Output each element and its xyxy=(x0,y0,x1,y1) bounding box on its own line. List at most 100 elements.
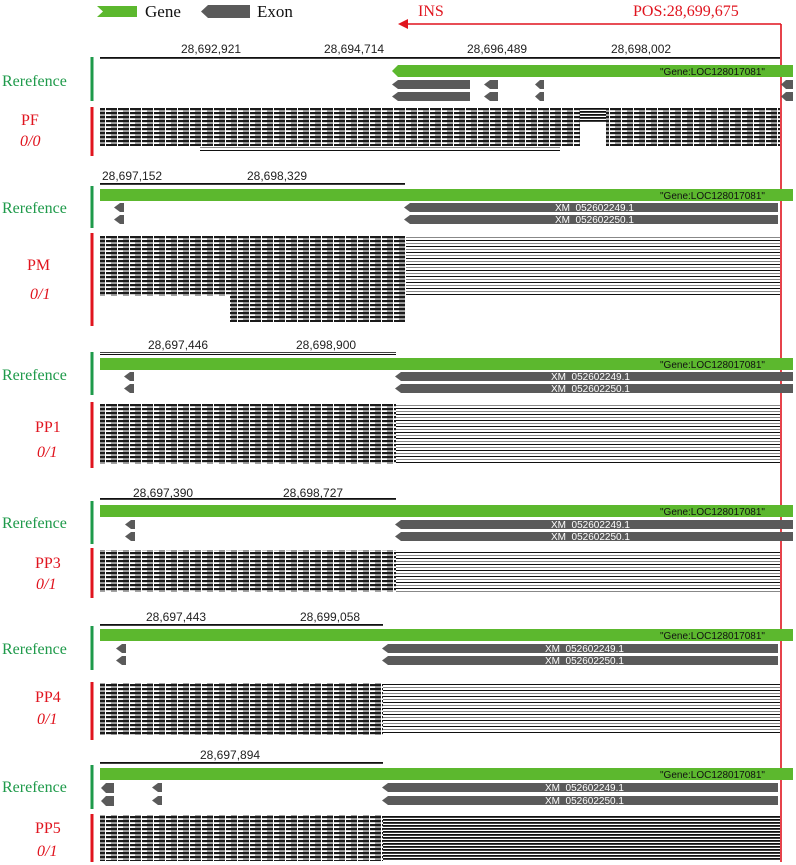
gene-track xyxy=(100,189,793,201)
exon-block xyxy=(116,644,126,653)
pos-label: POS:28,699,675 xyxy=(633,3,739,20)
tick-label: 28,697,390 xyxy=(133,486,193,500)
ruler-bar xyxy=(100,57,780,60)
exon-block xyxy=(382,656,778,665)
reads-block xyxy=(406,236,780,296)
gene-label: "Gene:LOC128017081" xyxy=(660,67,765,78)
gene-track xyxy=(100,505,793,517)
insertion-marker: INS POS:28,699,675 xyxy=(398,3,782,862)
exon-block xyxy=(116,656,126,665)
genotype: 0/1 xyxy=(37,843,57,860)
ruler-bar xyxy=(100,352,396,355)
ruler-bar xyxy=(100,623,383,626)
legend: Gene Exon xyxy=(97,2,293,21)
exon-block xyxy=(395,372,793,381)
genotype: 0/1 xyxy=(37,444,57,461)
panel-pp3: 28,697,390 28,698,727 Rerefence "Gene:LO… xyxy=(2,486,793,598)
tick-label: 28,698,329 xyxy=(247,169,307,183)
tick-label: 28,697,152 xyxy=(102,169,162,183)
tick-label: 28,697,443 xyxy=(146,610,206,624)
tick-label: 28,698,900 xyxy=(296,338,356,352)
gene-legend-icon xyxy=(97,6,137,17)
panel-pf: 28,692,921 28,694,714 28,696,489 28,698,… xyxy=(2,42,793,156)
legend-exon-label: Exon xyxy=(257,2,293,21)
sample-name: PF xyxy=(21,112,39,129)
exon-block xyxy=(114,215,124,224)
gene-track xyxy=(100,629,793,641)
reads-block xyxy=(383,815,780,861)
exon-block xyxy=(781,92,793,101)
exon-block xyxy=(124,384,134,393)
sample-name: PP4 xyxy=(35,689,61,706)
exon-block xyxy=(392,92,470,101)
reads-block xyxy=(100,108,580,146)
genotype: 0/1 xyxy=(37,711,57,728)
exon-block xyxy=(392,80,470,89)
genotype: 0/0 xyxy=(20,133,40,150)
reference-label: Rerefence xyxy=(2,779,67,796)
exon-block xyxy=(484,92,498,101)
exon-block xyxy=(114,203,124,212)
reads-block xyxy=(200,146,560,152)
ins-label: INS xyxy=(418,3,444,20)
exon-block xyxy=(382,796,778,805)
exon-block xyxy=(781,80,793,89)
exon-block xyxy=(404,215,778,224)
tick-label: 28,698,727 xyxy=(283,486,343,500)
tick-label: 28,697,894 xyxy=(200,748,260,762)
exon-block xyxy=(382,783,778,792)
ins-arrow-head xyxy=(398,19,408,29)
reads-block xyxy=(100,550,396,592)
exon-block xyxy=(124,372,134,381)
reads-block xyxy=(606,108,780,146)
panel-pp4: 28,697,443 28,699,058 Rerefence "Gene:LO… xyxy=(2,610,793,740)
transcript-label: XM_052602250.1 xyxy=(551,532,630,543)
exon-block xyxy=(152,783,162,792)
transcript-label: XM_052602250.1 xyxy=(545,656,624,667)
exon-block xyxy=(395,520,793,529)
legend-gene-label: Gene xyxy=(145,2,181,21)
reads-block xyxy=(100,404,396,464)
reads-block xyxy=(396,404,780,464)
exon-block xyxy=(125,532,135,541)
gene-track xyxy=(100,358,793,370)
gene-label: "Gene:LOC128017081" xyxy=(660,631,765,642)
ruler-bar xyxy=(100,498,396,501)
transcript-label: XM_052602250.1 xyxy=(545,796,624,807)
panel-pm: 28,697,152 28,698,329 Rerefence "Gene:LO… xyxy=(2,169,793,326)
exon-block xyxy=(101,796,114,806)
gene-label: "Gene:LOC128017081" xyxy=(660,360,765,371)
reads-block xyxy=(396,550,780,592)
panel-pp1: 28,697,446 28,698,900 Rerefence "Gene:LO… xyxy=(2,338,793,468)
reference-label: Rerefence xyxy=(2,515,67,532)
sample-name: PP3 xyxy=(35,555,61,572)
exon-block xyxy=(101,783,114,793)
exon-legend-icon xyxy=(201,5,250,18)
panel-pp5: 28,697,894 Rerefence "Gene:LOC128017081"… xyxy=(2,748,793,862)
exon-block xyxy=(152,796,162,805)
exon-block xyxy=(395,384,793,393)
transcript-label: XM_052602250.1 xyxy=(555,215,634,226)
reads-block xyxy=(100,683,383,735)
genotype: 0/1 xyxy=(30,286,50,303)
reads-block xyxy=(230,296,406,322)
transcript-label: XM_052602249.1 xyxy=(545,783,624,794)
gene-label: "Gene:LOC128017081" xyxy=(660,770,765,781)
reads-block xyxy=(383,683,780,735)
tick-label: 28,694,714 xyxy=(324,42,384,56)
gene-track xyxy=(100,768,793,780)
sample-name: PP1 xyxy=(35,419,61,436)
transcript-label: XM_052602249.1 xyxy=(545,644,624,655)
tick-label: 28,696,489 xyxy=(467,42,527,56)
ruler-bar xyxy=(100,183,405,186)
transcript-label: XM_052602249.1 xyxy=(551,372,630,383)
reads-block xyxy=(100,815,383,861)
exon-block xyxy=(382,644,778,653)
sample-name: PM xyxy=(27,257,50,274)
tick-label: 28,692,921 xyxy=(181,42,241,56)
transcript-label: XM_052602249.1 xyxy=(551,520,630,531)
exon-block xyxy=(535,80,544,89)
reference-label: Rerefence xyxy=(2,367,67,384)
tick-label: 28,698,002 xyxy=(611,42,671,56)
